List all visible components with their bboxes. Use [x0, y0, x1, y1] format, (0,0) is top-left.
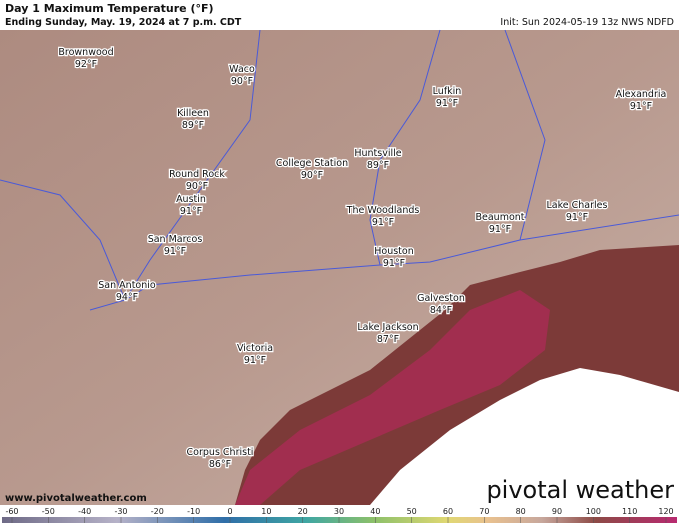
city-name: Victoria: [237, 343, 273, 354]
city-name: San Marcos: [148, 234, 203, 245]
city-name: Brownwood: [58, 47, 113, 58]
city-temp: 91°F: [372, 217, 394, 228]
city-temp: 90°F: [231, 76, 253, 87]
city-name: Houston: [374, 246, 413, 257]
colorbar-tick-label: 100: [586, 507, 601, 516]
city-name: Lufkin: [433, 86, 462, 97]
gulf-warm: [235, 290, 550, 505]
city-temp: 89°F: [182, 120, 204, 131]
city-temp: 94°F: [116, 292, 138, 303]
colorbar-tick-label: 120: [658, 507, 673, 516]
city-name: Alexandria: [616, 89, 667, 100]
colorbar-tick-label: -40: [78, 507, 91, 516]
website: www.pivotalweather.com: [5, 493, 147, 504]
city-temp: 91°F: [164, 246, 186, 257]
city-name: Waco: [229, 64, 255, 75]
title: Day 1 Maximum Temperature (°F): [5, 2, 214, 15]
city-temp: 84°F: [430, 305, 452, 316]
city-name: Round Rock: [169, 169, 225, 180]
city-name: Lake Charles: [547, 200, 608, 211]
city-temp: 91°F: [489, 224, 511, 235]
colorbar-tick-label: -30: [114, 507, 127, 516]
city-name: Austin: [176, 194, 206, 205]
colorbar-tick-label: 30: [334, 507, 344, 516]
city-name: Lake Jackson: [357, 322, 418, 333]
city-name: College Station: [276, 158, 348, 169]
city-temp: 91°F: [383, 258, 405, 269]
colorbar-tick-label: -20: [151, 507, 164, 516]
colorbar-tick-label: 80: [516, 507, 526, 516]
init-time: Init: Sun 2024-05-19 13z NWS NDFD: [500, 17, 674, 28]
city-name: Galveston: [417, 293, 465, 304]
colorbar-tick-label: -50: [42, 507, 55, 516]
city-name: San Antonio: [98, 280, 156, 291]
no-data: [370, 368, 679, 505]
colorbar-tick-label: 0: [227, 507, 232, 516]
map: www.pivotalweather.com pivotal weather: [0, 29, 679, 506]
city-name: The Woodlands: [346, 205, 420, 216]
city-temp: 91°F: [436, 98, 458, 109]
city-temp: 90°F: [186, 181, 208, 192]
colorbar-tick-label: -10: [187, 507, 200, 516]
colorbar-tick-label: 90: [552, 507, 562, 516]
colorbar-tick-label: 60: [443, 507, 453, 516]
colorbar-tick-label: 10: [261, 507, 271, 516]
colorbar-tick-label: -60: [5, 507, 18, 516]
roads: [0, 29, 679, 311]
city-temp: 91°F: [180, 206, 202, 217]
city-name: Killeen: [177, 108, 209, 119]
colorbar-tick-label: 70: [479, 507, 489, 516]
colorbar-tick-label: 40: [370, 507, 380, 516]
city-temp: 86°F: [209, 459, 231, 470]
colorbar-tick-label: 110: [622, 507, 637, 516]
city-name: Corpus Christi: [187, 447, 254, 458]
colorbar-tick-label: 50: [407, 507, 417, 516]
header-bg: [0, 0, 679, 30]
city-temp: 91°F: [566, 212, 588, 223]
city-temp: 87°F: [377, 334, 399, 345]
city-temp: 90°F: [301, 170, 323, 181]
city-temp: 91°F: [630, 101, 652, 112]
city-temp: 89°F: [367, 160, 389, 171]
city-temp: 92°F: [75, 59, 97, 70]
colorbar: [2, 517, 677, 523]
city-name: Huntsville: [354, 148, 401, 159]
colorbar-tick-label: 20: [298, 507, 308, 516]
subtitle: Ending Sunday, May. 19, 2024 at 7 p.m. C…: [5, 17, 242, 28]
logo: pivotal weather: [486, 476, 674, 504]
city-name: Beaumont: [475, 212, 524, 223]
city-temp: 91°F: [244, 355, 266, 366]
